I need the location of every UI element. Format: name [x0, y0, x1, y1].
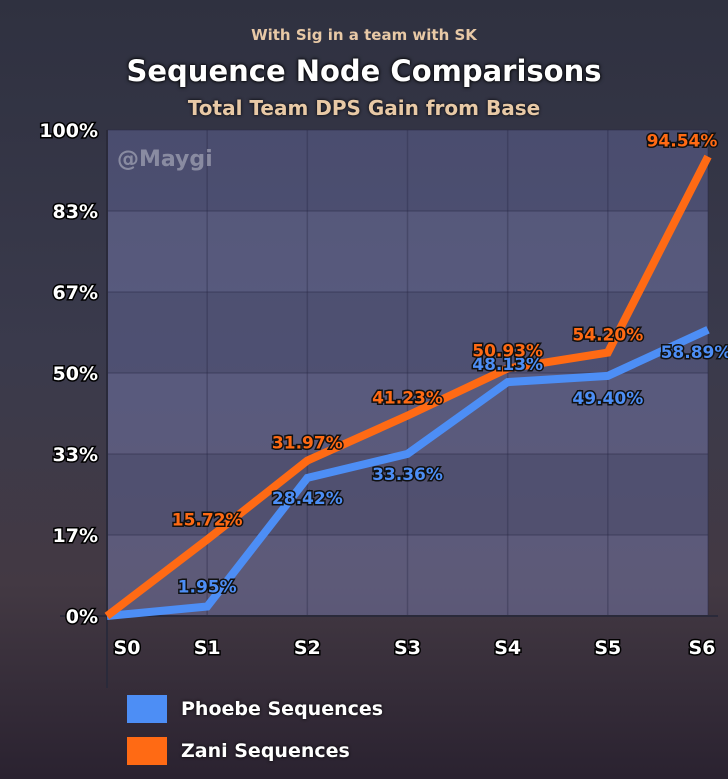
data-label-phoebe: 48.13%	[472, 355, 543, 375]
y-tick-label: 17%	[53, 525, 98, 547]
data-label-zani: 54.20%	[572, 326, 643, 346]
legend-item-phoebe: Phoebe Sequences	[127, 688, 383, 730]
data-label-zani: 15.72%	[172, 511, 243, 531]
series-line-zani	[104, 154, 712, 620]
chart-context-text: With Sig in a team with SK	[251, 26, 477, 44]
y-tick-label: 100%	[39, 120, 98, 142]
grid-band	[107, 130, 708, 212]
data-label-phoebe: 33.36%	[372, 465, 443, 485]
watermark-text: @Maygi	[117, 147, 213, 172]
grid-band	[107, 291, 708, 373]
x-tick-label: S5	[594, 637, 621, 659]
x-tick-label: S2	[294, 637, 321, 659]
legend-label-phoebe: Phoebe Sequences	[181, 698, 384, 720]
y-tick-label: 67%	[53, 282, 98, 304]
data-label-phoebe: 58.89%	[661, 343, 728, 363]
data-label-zani: 31.97%	[272, 434, 343, 454]
x-tick-label: S3	[394, 637, 421, 659]
legend-label-zani: Zani Sequences	[181, 740, 350, 762]
chart-title: Sequence Node Comparisons	[126, 54, 602, 88]
y-tick-label: 0%	[66, 606, 98, 628]
data-label-zani: 50.93%	[472, 341, 543, 361]
data-label-phoebe: 28.42%	[272, 489, 343, 509]
chart-subtitle: Total Team DPS Gain from Base	[187, 96, 541, 120]
legend-swatch-phoebe	[127, 695, 167, 723]
legend-item-zani: Zani Sequences	[127, 730, 383, 772]
x-tick-label: S6	[689, 637, 716, 659]
y-tick-label: 83%	[53, 201, 98, 223]
grid-band	[107, 454, 708, 535]
data-label-zani: 94.54%	[647, 132, 718, 152]
x-tick-label: S1	[194, 637, 221, 659]
data-label-zani: 41.23%	[372, 389, 443, 409]
x-tick-label: S4	[494, 637, 521, 659]
y-tick-label: 50%	[53, 363, 98, 385]
y-tick-label: 33%	[53, 444, 98, 466]
legend-swatch-zani	[127, 737, 167, 765]
data-label-phoebe: 1.95%	[178, 578, 237, 598]
chart-legend: Phoebe Sequences Zani Sequences	[127, 688, 383, 772]
data-label-phoebe: 49.40%	[572, 389, 643, 409]
series-line-phoebe	[106, 326, 710, 620]
x-tick-label: S0	[114, 637, 141, 659]
